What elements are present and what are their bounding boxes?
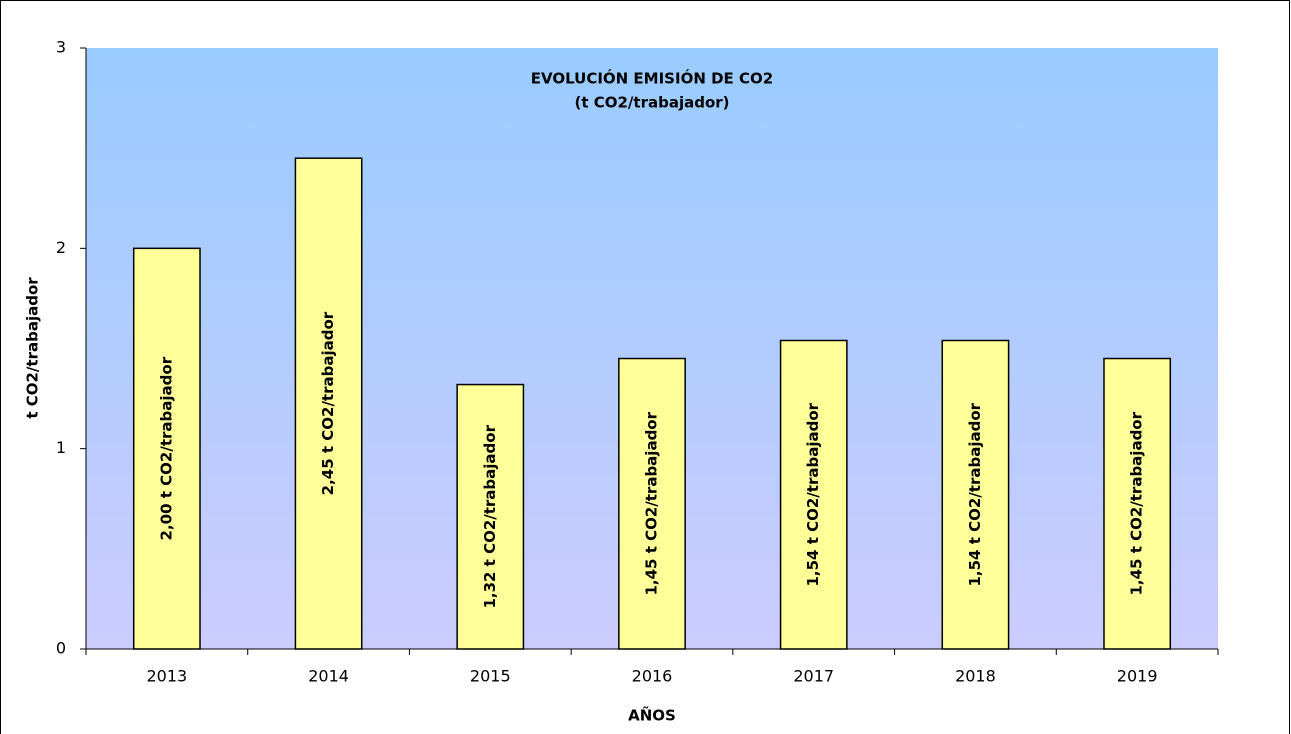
value-label: 1,54 t CO2/trabajador <box>804 402 822 586</box>
x-tick-label: 2013 <box>146 667 187 686</box>
value-label: 2,00 t CO2/trabajador <box>157 356 175 540</box>
bar <box>456 383 525 650</box>
x-tick-label: 2016 <box>632 667 673 686</box>
x-tick-label: 2017 <box>793 667 834 686</box>
x-tick-label: 2019 <box>1117 667 1158 686</box>
value-label: 1,45 t CO2/trabajador <box>1128 411 1146 595</box>
chart-subtitle: (t CO2/trabajador) <box>574 94 729 112</box>
y-tick-label: 2 <box>56 238 66 257</box>
chart-title: EVOLUCIÓN EMISIÓN DE CO2 <box>531 69 773 88</box>
y-tick-label: 3 <box>56 38 66 57</box>
value-label: 1,32 t CO2/trabajador <box>481 424 499 608</box>
x-axis-label: AÑOS <box>628 706 676 725</box>
bar <box>1103 357 1172 650</box>
bar <box>779 339 848 650</box>
bar <box>132 247 201 650</box>
y-tick-label: 0 <box>56 639 66 658</box>
bar <box>618 357 686 650</box>
x-tick-label: 2015 <box>470 667 511 686</box>
value-label: 1,45 t CO2/trabajador <box>643 411 661 595</box>
bar <box>941 339 1010 650</box>
y-axis-label: t CO2/trabajador <box>24 277 42 419</box>
x-tick-label: 2018 <box>955 667 996 686</box>
value-label: 1,54 t CO2/trabajador <box>966 402 984 586</box>
y-tick-label: 1 <box>56 438 66 457</box>
value-label: 2,45 t CO2/trabajador <box>319 311 337 495</box>
bar <box>294 157 363 650</box>
x-tick-label: 2014 <box>308 667 349 686</box>
